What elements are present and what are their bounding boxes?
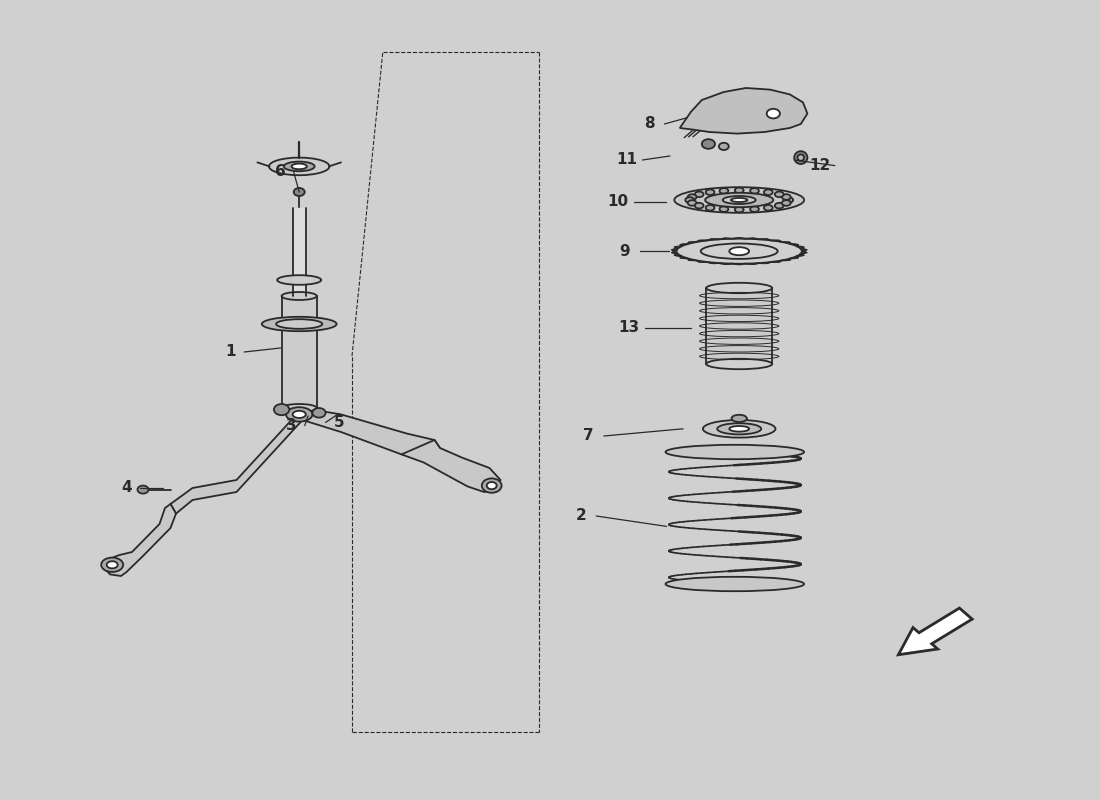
- Ellipse shape: [674, 187, 804, 213]
- Polygon shape: [706, 288, 772, 364]
- Ellipse shape: [763, 190, 772, 195]
- Ellipse shape: [706, 190, 715, 195]
- Ellipse shape: [685, 198, 694, 202]
- Polygon shape: [282, 296, 317, 408]
- Ellipse shape: [262, 317, 337, 331]
- Ellipse shape: [705, 193, 773, 207]
- Ellipse shape: [774, 203, 783, 209]
- Ellipse shape: [482, 478, 502, 493]
- Text: 4: 4: [121, 481, 132, 495]
- Text: 1: 1: [226, 345, 236, 359]
- Ellipse shape: [730, 198, 748, 202]
- Text: 8: 8: [644, 117, 654, 131]
- Text: 3: 3: [286, 418, 297, 433]
- Ellipse shape: [293, 411, 306, 418]
- Text: 7: 7: [583, 429, 594, 443]
- Ellipse shape: [706, 282, 772, 294]
- Ellipse shape: [282, 292, 317, 300]
- Ellipse shape: [701, 243, 778, 259]
- Ellipse shape: [723, 196, 756, 204]
- Ellipse shape: [676, 238, 802, 264]
- Ellipse shape: [666, 445, 804, 459]
- Text: 5: 5: [333, 415, 344, 430]
- Ellipse shape: [292, 163, 307, 169]
- Ellipse shape: [282, 404, 317, 412]
- Ellipse shape: [293, 408, 312, 419]
- Text: 6: 6: [275, 165, 286, 179]
- Text: 9: 9: [619, 244, 630, 258]
- Ellipse shape: [286, 407, 312, 422]
- Ellipse shape: [719, 206, 728, 212]
- Ellipse shape: [735, 207, 744, 212]
- Ellipse shape: [294, 188, 305, 196]
- Ellipse shape: [277, 275, 321, 285]
- Ellipse shape: [719, 143, 729, 150]
- Ellipse shape: [695, 203, 704, 209]
- Ellipse shape: [767, 109, 780, 118]
- Ellipse shape: [750, 206, 759, 212]
- Ellipse shape: [732, 414, 747, 422]
- Polygon shape: [104, 504, 176, 576]
- Text: 12: 12: [808, 158, 830, 173]
- Ellipse shape: [784, 198, 793, 202]
- Ellipse shape: [666, 577, 804, 591]
- Ellipse shape: [729, 426, 749, 431]
- Ellipse shape: [717, 423, 761, 434]
- Ellipse shape: [774, 191, 783, 197]
- Polygon shape: [402, 440, 500, 492]
- Ellipse shape: [312, 408, 326, 418]
- Text: 10: 10: [607, 194, 629, 209]
- Ellipse shape: [706, 358, 772, 369]
- Ellipse shape: [719, 188, 728, 194]
- Polygon shape: [899, 608, 972, 654]
- Ellipse shape: [274, 404, 289, 415]
- Ellipse shape: [763, 205, 772, 210]
- Ellipse shape: [703, 420, 775, 438]
- Polygon shape: [170, 408, 440, 514]
- Ellipse shape: [695, 191, 704, 197]
- Ellipse shape: [798, 154, 804, 161]
- Text: 11: 11: [616, 153, 638, 167]
- Ellipse shape: [735, 187, 744, 193]
- Ellipse shape: [750, 188, 759, 194]
- Ellipse shape: [486, 482, 496, 489]
- Ellipse shape: [706, 205, 715, 210]
- Ellipse shape: [688, 200, 696, 206]
- Ellipse shape: [702, 139, 715, 149]
- Text: 2: 2: [575, 509, 586, 523]
- Text: 13: 13: [618, 321, 640, 335]
- Polygon shape: [680, 88, 807, 134]
- Ellipse shape: [107, 562, 118, 568]
- Ellipse shape: [270, 158, 330, 175]
- Ellipse shape: [794, 151, 807, 164]
- Polygon shape: [293, 208, 306, 296]
- Ellipse shape: [782, 194, 791, 200]
- Ellipse shape: [688, 194, 696, 200]
- Ellipse shape: [276, 319, 322, 329]
- Ellipse shape: [138, 486, 148, 494]
- Ellipse shape: [729, 247, 749, 255]
- Ellipse shape: [782, 200, 791, 206]
- Ellipse shape: [101, 558, 123, 572]
- Ellipse shape: [284, 162, 315, 171]
